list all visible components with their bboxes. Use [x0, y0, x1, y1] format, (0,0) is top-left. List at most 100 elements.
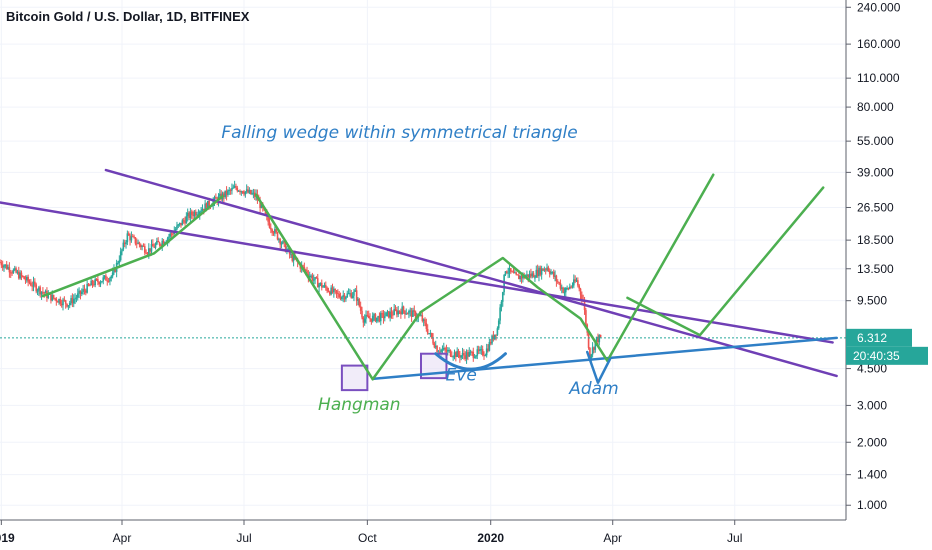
candle-body [358, 299, 361, 307]
candle-body [62, 299, 64, 306]
hangman-box-left[interactable] [340, 364, 369, 392]
candle-body [0, 262, 1, 264]
candle-body [441, 349, 444, 351]
candle-body [267, 215, 269, 222]
candle-body [310, 275, 312, 277]
candle-body [225, 190, 228, 195]
candle-body [527, 274, 530, 278]
candle-body [181, 220, 184, 226]
candle-body [5, 264, 8, 269]
candle-body [207, 200, 209, 210]
candle-body [316, 278, 319, 288]
candle-body [346, 293, 349, 297]
candle-body [85, 290, 87, 293]
candle-body [496, 328, 499, 335]
countdown-tag-label: 20:40:35 [853, 349, 900, 363]
zigzag-projection-path[interactable] [254, 173, 715, 381]
candle-body [135, 243, 138, 245]
candle-body [548, 270, 551, 274]
candle-body [235, 186, 237, 188]
outer-resistance-line[interactable] [104, 168, 838, 378]
inner-resistance-line[interactable] [0, 201, 834, 344]
candle-body [50, 293, 52, 301]
candle-body [345, 296, 347, 300]
candle-body [581, 294, 583, 300]
candle-body [224, 190, 227, 198]
candle-body [106, 280, 109, 282]
candle-body [465, 352, 468, 359]
candle-body [190, 211, 193, 215]
drawing-layer [0, 168, 838, 392]
candle-body [599, 335, 602, 337]
candle-body [499, 307, 501, 321]
candle-body [479, 349, 481, 351]
candle-body [369, 318, 371, 320]
candle-body [215, 197, 217, 199]
rally-2019-path[interactable] [41, 194, 224, 298]
candle-body [353, 291, 355, 296]
candle-body [487, 348, 489, 351]
candle-body [480, 349, 483, 351]
candle-body [535, 269, 538, 278]
candle-body [424, 319, 426, 324]
time-tick-label: Jul [727, 531, 742, 545]
candle-body [323, 285, 326, 287]
candle-body [558, 282, 560, 284]
candle-body [428, 333, 430, 335]
candle-body [331, 287, 334, 293]
candle-body [95, 279, 98, 281]
candle-body [381, 313, 383, 315]
candle-body [531, 273, 534, 277]
candle-body [426, 328, 429, 334]
candle-body [185, 216, 188, 224]
candle-body [475, 355, 477, 358]
price-tick-label: 18.500 [857, 233, 894, 247]
candle-body [501, 292, 504, 302]
candle-body [78, 290, 80, 294]
candle-body [119, 251, 122, 261]
candle-body [23, 276, 25, 280]
candle-body [272, 232, 275, 234]
candle-body [473, 357, 476, 359]
candle-body [471, 351, 473, 353]
current-price-tag-label: 6.312 [857, 331, 887, 345]
candle-body [546, 267, 548, 270]
candle-body [102, 277, 105, 282]
candle-body [156, 240, 158, 245]
candle-body [338, 293, 341, 298]
candle-body [452, 356, 454, 358]
time-axis[interactable]: 2019 Apr Jul Oct 2020 Apr Jul [0, 520, 742, 545]
candle-body [515, 272, 517, 275]
time-tick-label: 2020 [477, 531, 504, 545]
candle-body [339, 297, 342, 300]
candle-body [312, 279, 315, 281]
candle-body [83, 289, 86, 291]
price-tick-label: 1.000 [857, 498, 887, 512]
candle-body [239, 190, 241, 193]
candle-body [66, 303, 68, 307]
candle-body [464, 355, 467, 359]
candle-body [543, 269, 546, 271]
candle-body [536, 269, 539, 277]
candle-body [94, 279, 96, 286]
adam-v-path[interactable] [585, 350, 612, 384]
alternate-projection-path[interactable] [626, 186, 825, 337]
candle-body [93, 284, 95, 286]
candle-body [193, 211, 196, 217]
candle-body [143, 246, 146, 253]
candle-body [19, 272, 21, 279]
candle-body [129, 235, 131, 241]
eve-curve-path[interactable] [434, 352, 507, 371]
candle-body [282, 241, 284, 244]
candle-body [556, 281, 559, 283]
candle-body [354, 290, 357, 292]
candle-body [236, 187, 239, 192]
time-tick-label: Apr [603, 531, 622, 545]
candle-body [15, 268, 17, 273]
candle-body [370, 318, 373, 322]
candle-body [150, 244, 153, 252]
candle-body [518, 274, 520, 280]
candle-body [172, 233, 174, 235]
price-axis[interactable]: 240.000 160.000 110.000 80.000 55.000 39.000 2… [846, 0, 901, 512]
